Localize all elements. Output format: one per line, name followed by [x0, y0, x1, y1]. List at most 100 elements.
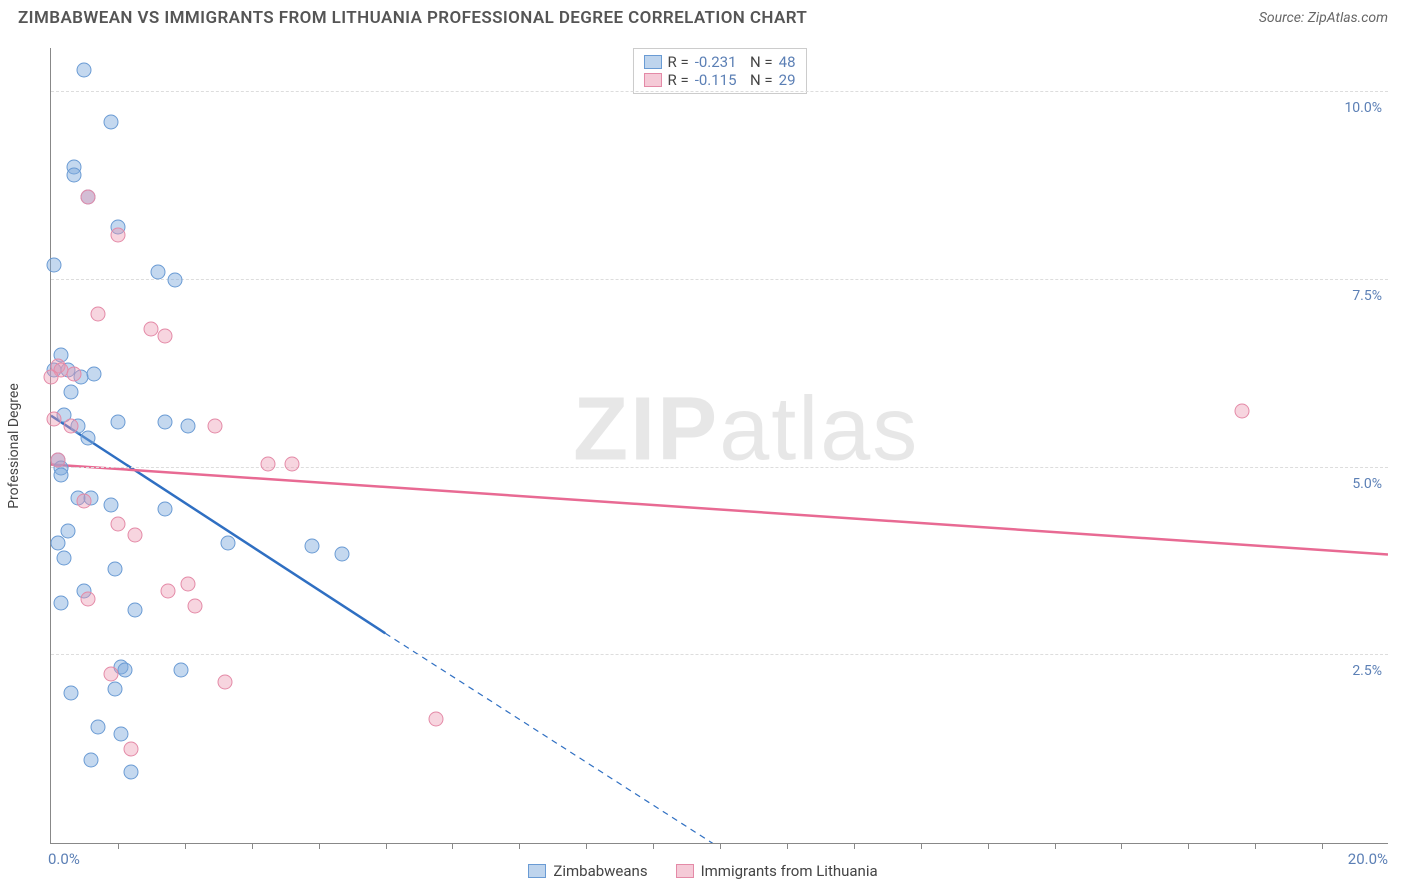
gridline [51, 279, 1388, 280]
x-tick [519, 843, 520, 849]
data-point [127, 528, 142, 543]
x-tick [653, 843, 654, 849]
legend-item: Zimbabweans [528, 862, 647, 880]
gridline [51, 91, 1388, 92]
x-tick [1255, 843, 1256, 849]
x-tick [988, 843, 989, 849]
data-point [284, 456, 299, 471]
data-point [1234, 404, 1249, 419]
data-point [50, 453, 65, 468]
data-point [77, 62, 92, 77]
data-point [67, 167, 82, 182]
data-point [104, 667, 119, 682]
data-point [57, 550, 72, 565]
chart-title: ZIMBABWEAN VS IMMIGRANTS FROM LITHUANIA … [18, 8, 807, 28]
data-point [428, 712, 443, 727]
data-point [77, 494, 92, 509]
data-point [217, 674, 232, 689]
data-point [44, 370, 59, 385]
source-label: Source: ZipAtlas.com [1259, 10, 1388, 26]
data-point [124, 742, 139, 757]
data-point [181, 576, 196, 591]
data-point [207, 419, 222, 434]
x-tick [1322, 843, 1323, 849]
data-point [127, 603, 142, 618]
data-point [64, 685, 79, 700]
swatch [643, 55, 661, 69]
data-point [335, 546, 350, 561]
data-point [107, 682, 122, 697]
stat-n-value: 48 [779, 53, 796, 71]
legend-item: Immigrants from Lithuania [676, 862, 878, 880]
data-point [60, 524, 75, 539]
data-point [80, 591, 95, 606]
x-tick [1121, 843, 1122, 849]
stat-n-value: 29 [779, 71, 796, 89]
stat-r-label: R = [667, 53, 688, 71]
data-point [151, 265, 166, 280]
legend-label: Zimbabweans [553, 862, 647, 880]
data-point [181, 419, 196, 434]
data-point [84, 753, 99, 768]
data-point [110, 227, 125, 242]
x-tick [452, 843, 453, 849]
data-point [114, 727, 129, 742]
plot-area: ZIPatlas R = -0.231 N = 48R = -0.115 N =… [50, 48, 1388, 844]
data-point [157, 329, 172, 344]
data-point [64, 385, 79, 400]
y-axis-title: Professional Degree [6, 383, 22, 509]
x-tick [720, 843, 721, 849]
data-point [157, 501, 172, 516]
stat-n-label: N = [743, 71, 773, 89]
x-tick [252, 843, 253, 849]
y-tick-label: 2.5% [1352, 663, 1382, 679]
stats-legend: R = -0.231 N = 48R = -0.115 N = 29 [632, 48, 806, 94]
data-point [90, 306, 105, 321]
x-tick [118, 843, 119, 849]
data-point [157, 415, 172, 430]
x-tick [386, 843, 387, 849]
x-tick [921, 843, 922, 849]
data-point [47, 411, 62, 426]
data-point [54, 468, 69, 483]
data-point [104, 498, 119, 513]
swatch [676, 864, 694, 878]
legend-label: Immigrants from Lithuania [701, 862, 878, 880]
data-point [87, 366, 102, 381]
data-point [304, 539, 319, 554]
stat-r-value: -0.231 [695, 53, 737, 71]
x-tick [1188, 843, 1189, 849]
series-legend: Zimbabweans Immigrants from Lithuania [0, 862, 1406, 880]
y-tick-label: 10.0% [1344, 100, 1382, 116]
stats-row: R = -0.115 N = 29 [643, 71, 795, 89]
x-tick [586, 843, 587, 849]
data-point [90, 719, 105, 734]
swatch [643, 73, 661, 87]
swatch [528, 864, 546, 878]
data-point [167, 272, 182, 287]
x-tick [185, 843, 186, 849]
data-point [187, 599, 202, 614]
stat-n-label: N = [743, 53, 773, 71]
stats-row: R = -0.231 N = 48 [643, 53, 795, 71]
data-point [80, 430, 95, 445]
data-point [107, 561, 122, 576]
x-tick [854, 843, 855, 849]
data-point [80, 190, 95, 205]
data-point [64, 419, 79, 434]
data-point [47, 257, 62, 272]
data-point [117, 663, 132, 678]
data-point [221, 535, 236, 550]
stat-r-value: -0.115 [695, 71, 737, 89]
data-point [261, 456, 276, 471]
data-point [124, 764, 139, 779]
data-point [161, 584, 176, 599]
x-tick [319, 843, 320, 849]
data-point [104, 115, 119, 130]
data-point [110, 516, 125, 531]
data-point [54, 595, 69, 610]
trend-lines [51, 48, 1388, 843]
gridline [51, 654, 1388, 655]
data-point [67, 366, 82, 381]
gridline [51, 467, 1388, 468]
